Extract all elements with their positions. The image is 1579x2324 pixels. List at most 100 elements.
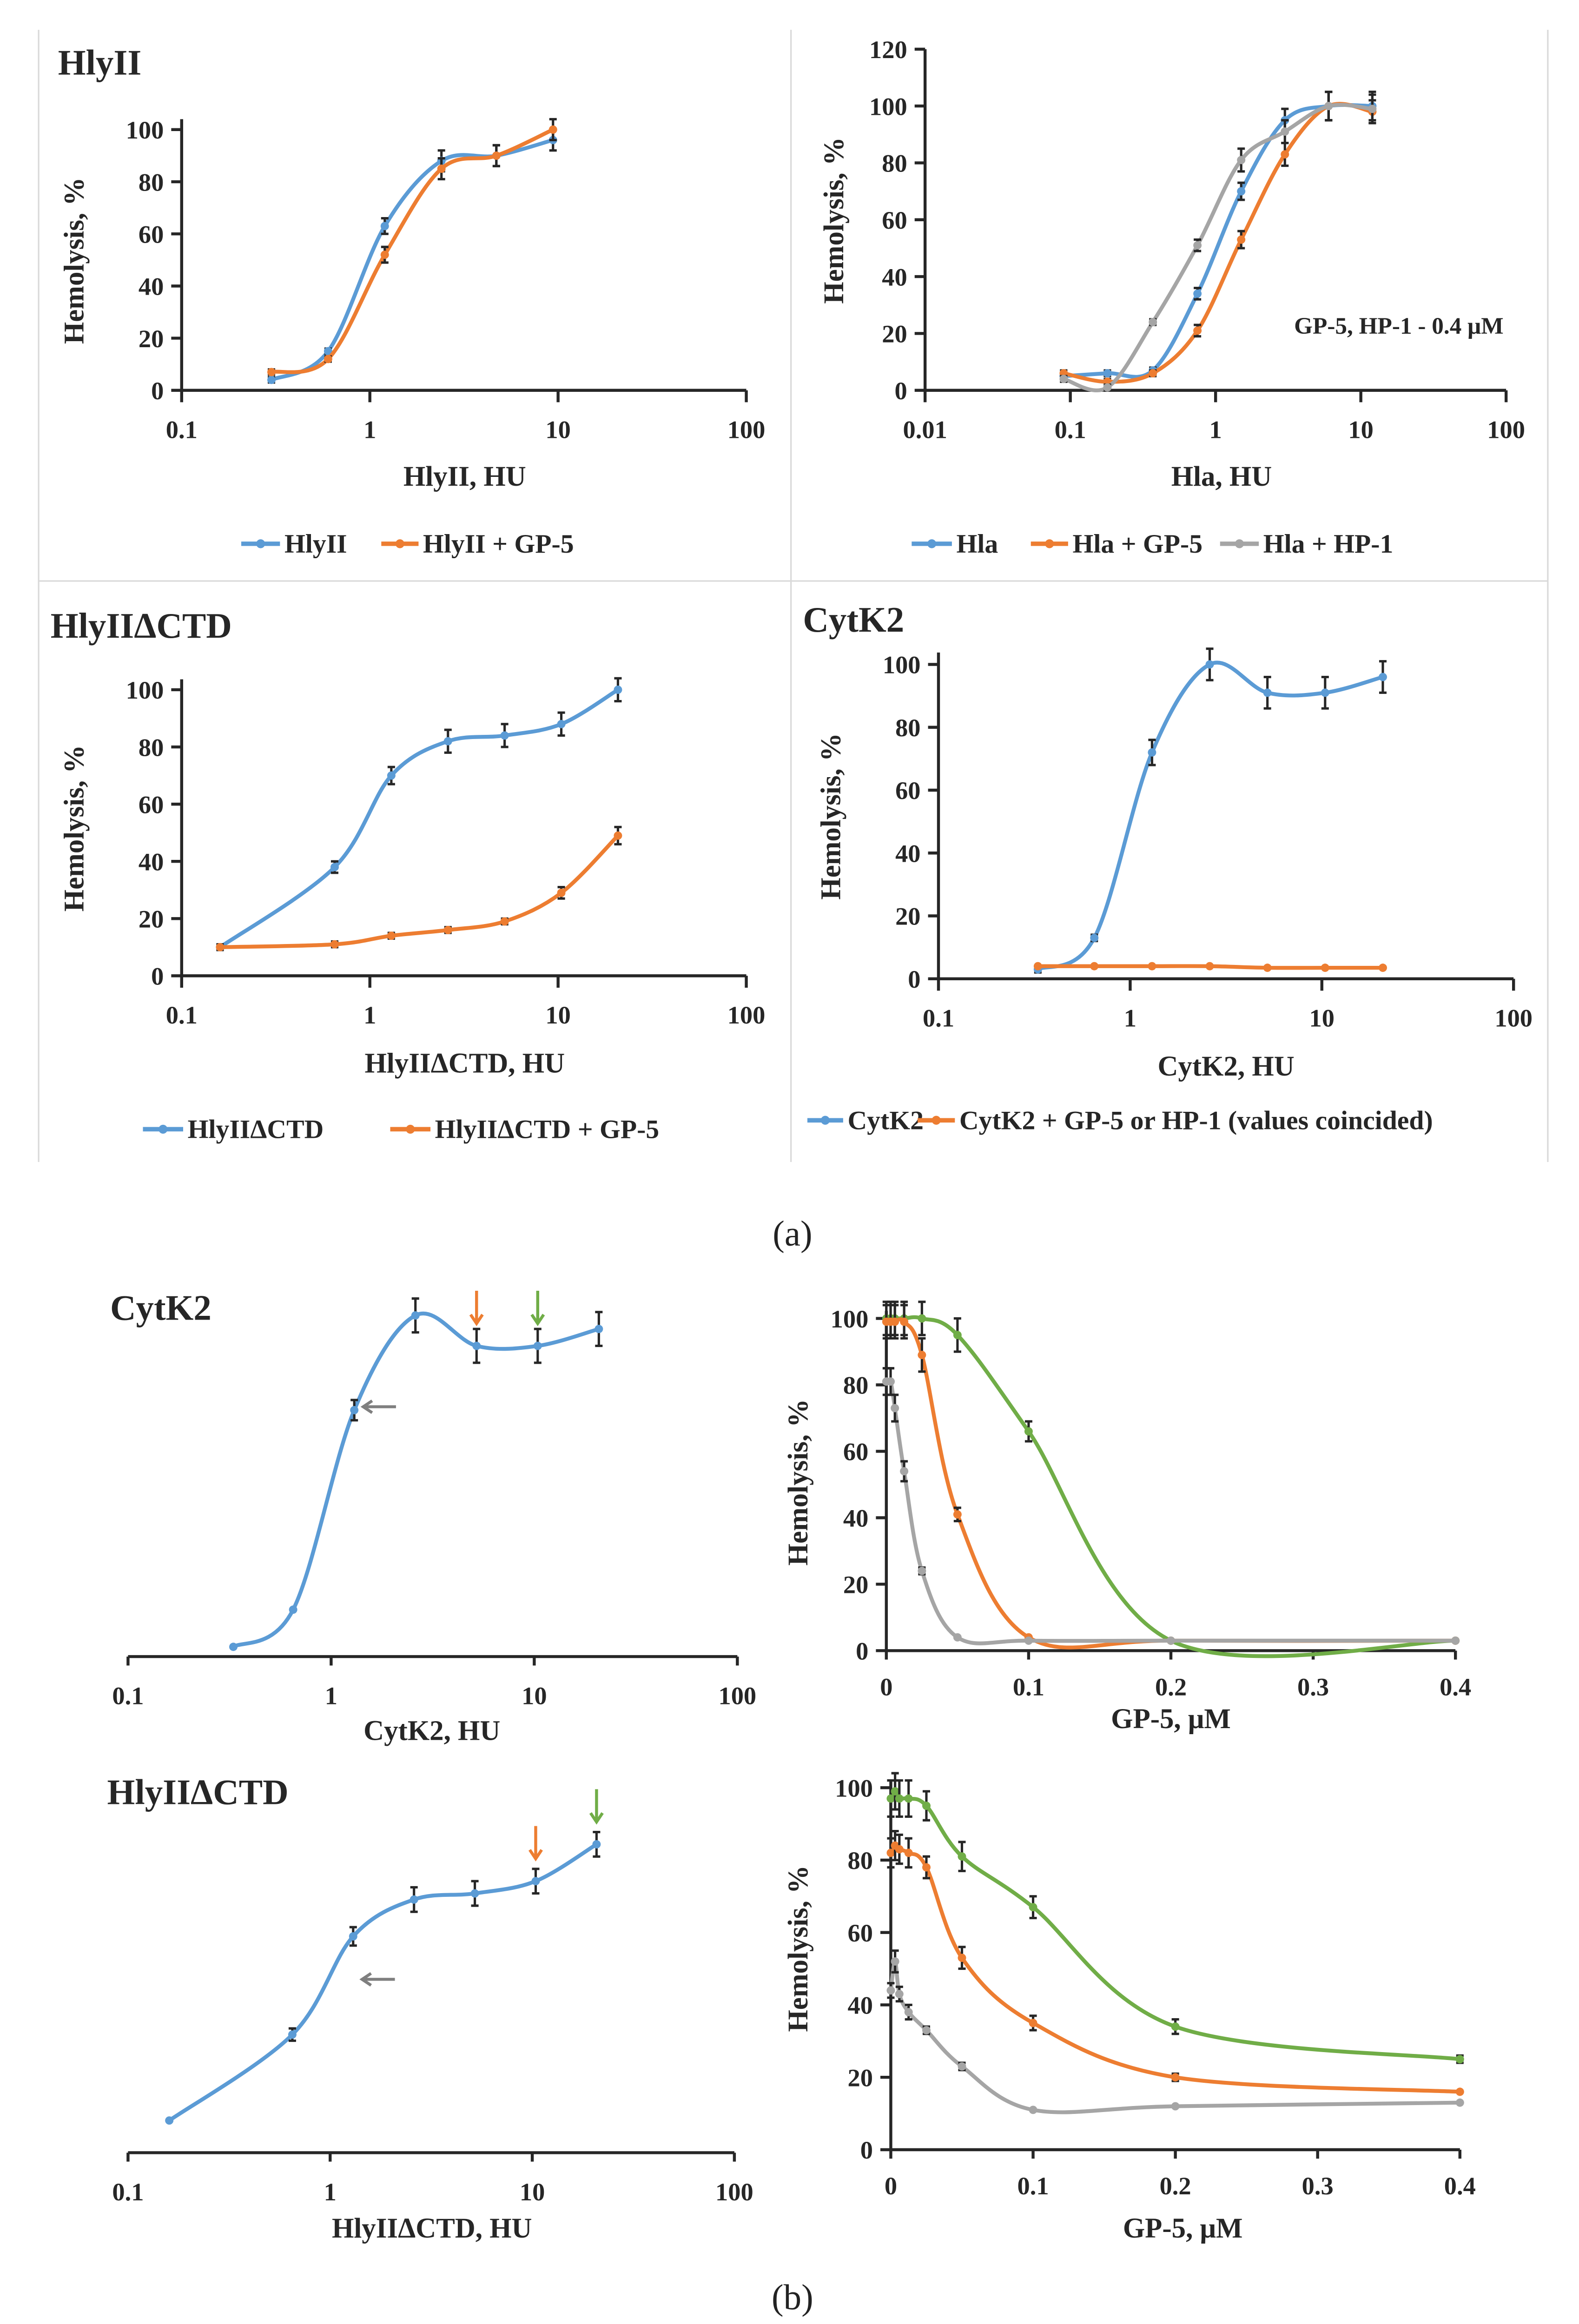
y-tick-label: 0 xyxy=(856,1637,868,1665)
y-tick-label: 20 xyxy=(139,324,164,353)
x-axis-label: CytK2, HU xyxy=(1157,1051,1294,1082)
data-point xyxy=(1321,964,1329,972)
series-2 xyxy=(1059,90,1377,392)
series-line xyxy=(1037,660,1384,971)
data-point xyxy=(324,355,332,363)
x-tick-label: 10 xyxy=(545,415,570,443)
y-axis-label: Hemolysis, % xyxy=(783,1865,814,2032)
series-line xyxy=(232,1311,600,1649)
x-tick-label: 100 xyxy=(727,415,766,443)
series-1 xyxy=(267,118,557,376)
data-point xyxy=(1281,127,1289,136)
data-point xyxy=(953,1510,962,1519)
y-tick-label: 60 xyxy=(843,1438,868,1466)
arrow-down-icon xyxy=(589,1789,604,1825)
data-point xyxy=(411,1311,420,1320)
legend-marker xyxy=(1235,539,1244,548)
data-point xyxy=(1149,369,1157,378)
chart-title: HlyII xyxy=(58,42,142,82)
y-tick-label: 40 xyxy=(882,263,907,291)
data-point xyxy=(557,888,566,897)
data-point xyxy=(1149,317,1157,326)
legend-label: HlyIIΔCTD xyxy=(188,1115,324,1144)
data-point xyxy=(1455,2055,1464,2064)
data-point xyxy=(886,1377,895,1386)
y-tick-label: 20 xyxy=(895,902,920,931)
chart-1: 0.01 0.1 1 10 100 0 20 40 60 80 100 120 Hemolysis, %… xyxy=(819,35,1525,559)
x-tick-label: 1 xyxy=(1124,1004,1136,1032)
series-1 xyxy=(882,1304,1460,1650)
series-line xyxy=(168,1842,598,2122)
data-point xyxy=(904,2008,913,2017)
data-point xyxy=(592,1840,601,1849)
legend-marker xyxy=(256,539,265,548)
data-point xyxy=(922,1863,931,1872)
legend-label: Hla + HP-1 xyxy=(1263,529,1394,559)
data-point xyxy=(1237,156,1246,165)
x-tick-label: 0.4 xyxy=(1440,1672,1471,1701)
series-0 xyxy=(165,1830,601,2125)
series-line xyxy=(271,128,554,374)
data-point xyxy=(533,1341,542,1350)
data-point xyxy=(891,1957,899,1966)
legend-label: CytK2 xyxy=(848,1106,924,1135)
data-point xyxy=(470,1889,479,1898)
chart-7: 0 0.1 0.2 0.3 0.4 0 20 40 60 80 100 Hemolysis, % GP-… xyxy=(783,1772,1476,2244)
arrow-left-icon xyxy=(359,1972,395,1987)
data-point xyxy=(387,771,396,780)
data-point xyxy=(548,125,557,134)
data-point xyxy=(229,1643,238,1651)
x-tick-label: 100 xyxy=(1487,415,1525,443)
data-point xyxy=(330,863,339,872)
y-tick-label: 20 xyxy=(139,905,164,933)
data-point xyxy=(886,1849,895,1857)
x-tick-label: 0.1 xyxy=(1017,2172,1049,2200)
arrow-down-icon xyxy=(530,1291,545,1327)
x-tick-label: 100 xyxy=(718,1682,756,1710)
series-line xyxy=(1063,102,1373,384)
data-point xyxy=(288,2030,297,2039)
data-point xyxy=(958,1852,966,1861)
data-point xyxy=(1237,187,1246,196)
data-point xyxy=(953,1633,962,1642)
y-tick-label: 0 xyxy=(151,962,164,990)
data-point xyxy=(1451,1636,1460,1645)
x-tick-label: 0.3 xyxy=(1302,2172,1334,2200)
y-tick-label: 60 xyxy=(139,220,164,248)
y-tick-label: 100 xyxy=(126,116,164,144)
series-line xyxy=(886,1317,1456,1650)
series-line xyxy=(885,1378,1456,1645)
legend-label: Hla xyxy=(956,529,998,559)
data-point xyxy=(1029,2019,1037,2027)
legend-label: Hla + GP-5 xyxy=(1072,529,1202,559)
data-point xyxy=(1368,105,1377,113)
chart-title: CytK2 xyxy=(803,600,904,640)
chart-5: 0 0.1 0.2 0.3 0.4 0 20 40 60 80 100 Hemolysis, % GP-… xyxy=(783,1301,1471,1735)
data-point xyxy=(1379,964,1387,972)
data-point xyxy=(1090,962,1099,971)
x-tick-label: 0.3 xyxy=(1297,1672,1329,1701)
y-tick-label: 40 xyxy=(895,839,920,867)
data-point xyxy=(557,720,566,728)
x-axis-label: HlyIIΔCTD, HU xyxy=(365,1048,565,1079)
data-point xyxy=(1205,962,1214,971)
data-point xyxy=(918,1351,926,1360)
data-point xyxy=(1455,2098,1464,2107)
data-point xyxy=(922,2026,931,2034)
data-point xyxy=(900,1467,909,1476)
y-tick-label: 80 xyxy=(848,1846,873,1875)
arrow-left-icon xyxy=(360,1400,396,1414)
data-point xyxy=(595,1325,603,1334)
arrow-down-icon xyxy=(469,1291,484,1327)
x-tick-label: 0.1 xyxy=(112,1682,144,1710)
charts: 0.1 1 10 100 0 20 40 60 80 100 HlyII Hemolysis, % Hl… xyxy=(51,35,1533,2244)
data-point xyxy=(1263,688,1272,697)
y-axis-label: Hemolysis, % xyxy=(819,137,850,304)
data-point xyxy=(500,731,509,740)
x-tick-label: 0.01 xyxy=(903,415,947,443)
data-point xyxy=(886,1986,895,1995)
legend-marker xyxy=(1045,539,1054,548)
data-point xyxy=(1455,2087,1464,2096)
series-line xyxy=(271,138,554,382)
